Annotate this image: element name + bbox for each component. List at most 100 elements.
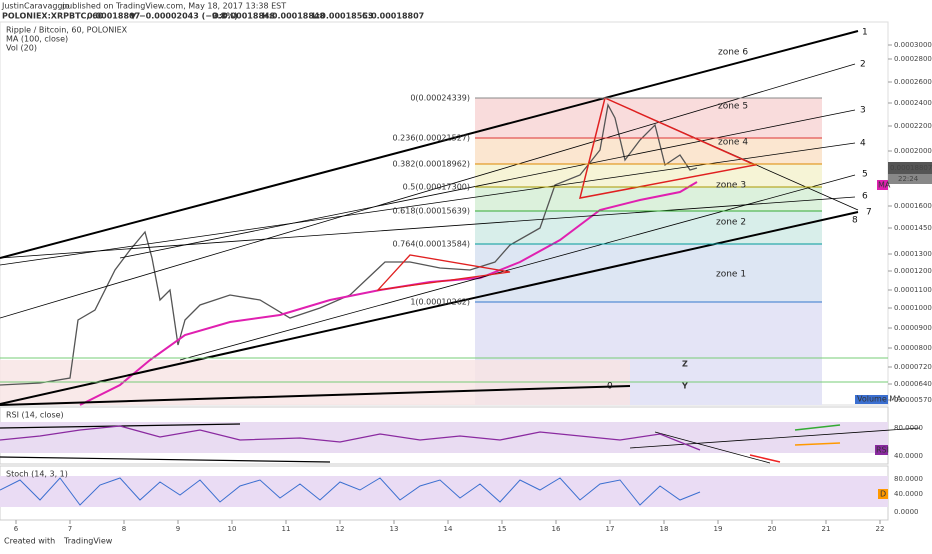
price-tag: [888, 162, 932, 174]
time-tick-label: 16: [552, 525, 561, 533]
time-tick-label: 9: [176, 525, 180, 533]
rsi-trend: [629, 427, 921, 449]
countdown-tag: [888, 174, 932, 184]
stoch-tag-text: D: [880, 490, 886, 499]
time-tick-label: 14: [444, 525, 453, 533]
stoch-tag: [878, 489, 888, 499]
time-tick-label: 10: [228, 525, 237, 533]
line-label: 1: [862, 28, 868, 38]
time-tick-label: 6: [14, 525, 19, 533]
line-label: 0: [607, 382, 613, 392]
volume-tag: [855, 395, 888, 404]
header-high: H:0.00018848: [262, 12, 325, 21]
rsi-tick: 40.0000: [894, 452, 923, 460]
line-label: 7: [866, 208, 872, 218]
stoch-tick: 80.0000: [894, 475, 923, 483]
arrow: [794, 442, 841, 446]
author: JustinCaravaggio: [1, 2, 70, 11]
trend-line: [0, 142, 856, 266]
rsi-trend: [0, 456, 331, 463]
fib-label: 0.618(0.00015639): [393, 207, 471, 216]
time-tick-label: 20: [768, 525, 777, 533]
rsi-tick: 80.0000: [894, 424, 923, 432]
stoch-line: [0, 477, 701, 506]
legend-item: Ripple / Bitcoin, 60, POLONIEX: [6, 26, 128, 35]
fib-band: [475, 164, 822, 187]
countdown: 22:24: [898, 175, 919, 183]
stoch-tick: 40.0000: [894, 490, 923, 498]
zone-label: zone 5: [718, 102, 748, 112]
header-symbol: POLONIEX:XRPBTC, 60: [2, 12, 104, 21]
time-tick-label: 11: [282, 525, 291, 533]
arrow: [749, 454, 781, 463]
time-tick-label: 13: [390, 525, 399, 533]
fib-label: 0.236(0.00021527): [393, 134, 471, 143]
header-last: 0.00018807: [87, 12, 140, 21]
line-label: 8: [852, 216, 858, 226]
time-tick-label: 19: [714, 525, 723, 533]
line-label: 2: [860, 60, 866, 70]
volume-tag-text: Volume MA: [857, 395, 902, 404]
price-series: [0, 103, 698, 386]
header-change: ▼ −0.00002043 (−9.8%): [130, 12, 238, 21]
header-close: C:0.00018807: [362, 12, 424, 21]
published: published on TradingView.com, May 18, 20…: [62, 2, 286, 11]
header-open: O:0.00018848: [212, 12, 276, 21]
stoch-band: [0, 476, 888, 507]
time-tick-label: 17: [606, 525, 615, 533]
trend-line: [0, 63, 856, 319]
fib-band: [475, 211, 822, 244]
rsi-tag: [875, 445, 888, 455]
line-label: 3: [860, 106, 866, 116]
fib-label: 0.5(0.00017300): [403, 183, 470, 192]
marker: Z: [682, 360, 688, 369]
fib-band: [475, 138, 822, 164]
rsi-title: RSI (14, close): [6, 411, 64, 420]
rsi-trend: [654, 431, 771, 464]
line-label: 4: [860, 139, 866, 149]
time-tick-label: 21: [822, 525, 831, 533]
line-label: 5: [862, 170, 868, 180]
header-low: L:0.00018553: [312, 12, 373, 21]
zone-label: zone 6: [718, 48, 748, 58]
fib-label: 1(0.00010262): [410, 298, 470, 307]
time-tick-label: 15: [498, 525, 507, 533]
rsi-tag-text: RSI: [876, 446, 889, 455]
time-tick-label: 8: [122, 525, 126, 533]
fib-label: 0.764(0.00013584): [393, 240, 471, 249]
footer-created: Created with: [4, 537, 55, 546]
zone-label: zone 1: [716, 270, 746, 280]
fib-label: 0(0.00024339): [410, 94, 470, 103]
trend-line: [179, 174, 856, 361]
trend-line: [0, 196, 856, 259]
marker: Y: [681, 382, 688, 391]
time-tick-label: 18: [660, 525, 669, 533]
arrow: [794, 424, 841, 431]
trend-line: [0, 385, 631, 406]
rsi-line: [0, 425, 701, 451]
trend-line: [0, 30, 859, 259]
legend-item: MA (100, close): [6, 35, 68, 44]
stoch-tick: 0.0000: [894, 508, 919, 516]
zone-label: zone 4: [718, 138, 748, 148]
zone-label: zone 2: [716, 218, 746, 228]
time-tick-label: 22: [876, 525, 885, 533]
fib-label: 0.382(0.00018962): [393, 160, 471, 169]
triangle: [578, 96, 758, 199]
zone-label: zone 3: [716, 181, 746, 191]
footer-brand: TradingView: [63, 537, 113, 546]
